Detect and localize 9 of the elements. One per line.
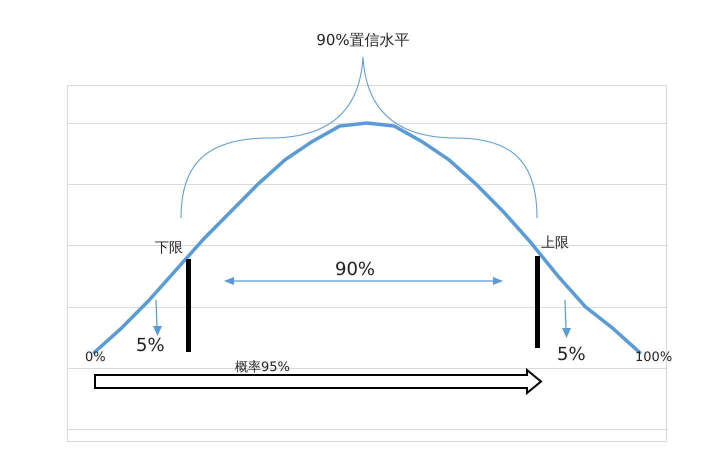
text: 90%置信水平: [316, 30, 410, 48]
annotation: 5%: [557, 344, 586, 365]
annotation: 5%: [136, 335, 165, 356]
annotation: 概率95%: [235, 360, 290, 374]
annotation: 上限: [541, 235, 569, 251]
annotation: 100%: [635, 350, 672, 364]
annotation: 0%: [85, 350, 106, 364]
annotation: 90%: [334, 259, 376, 280]
annotation: 下限: [155, 240, 183, 256]
